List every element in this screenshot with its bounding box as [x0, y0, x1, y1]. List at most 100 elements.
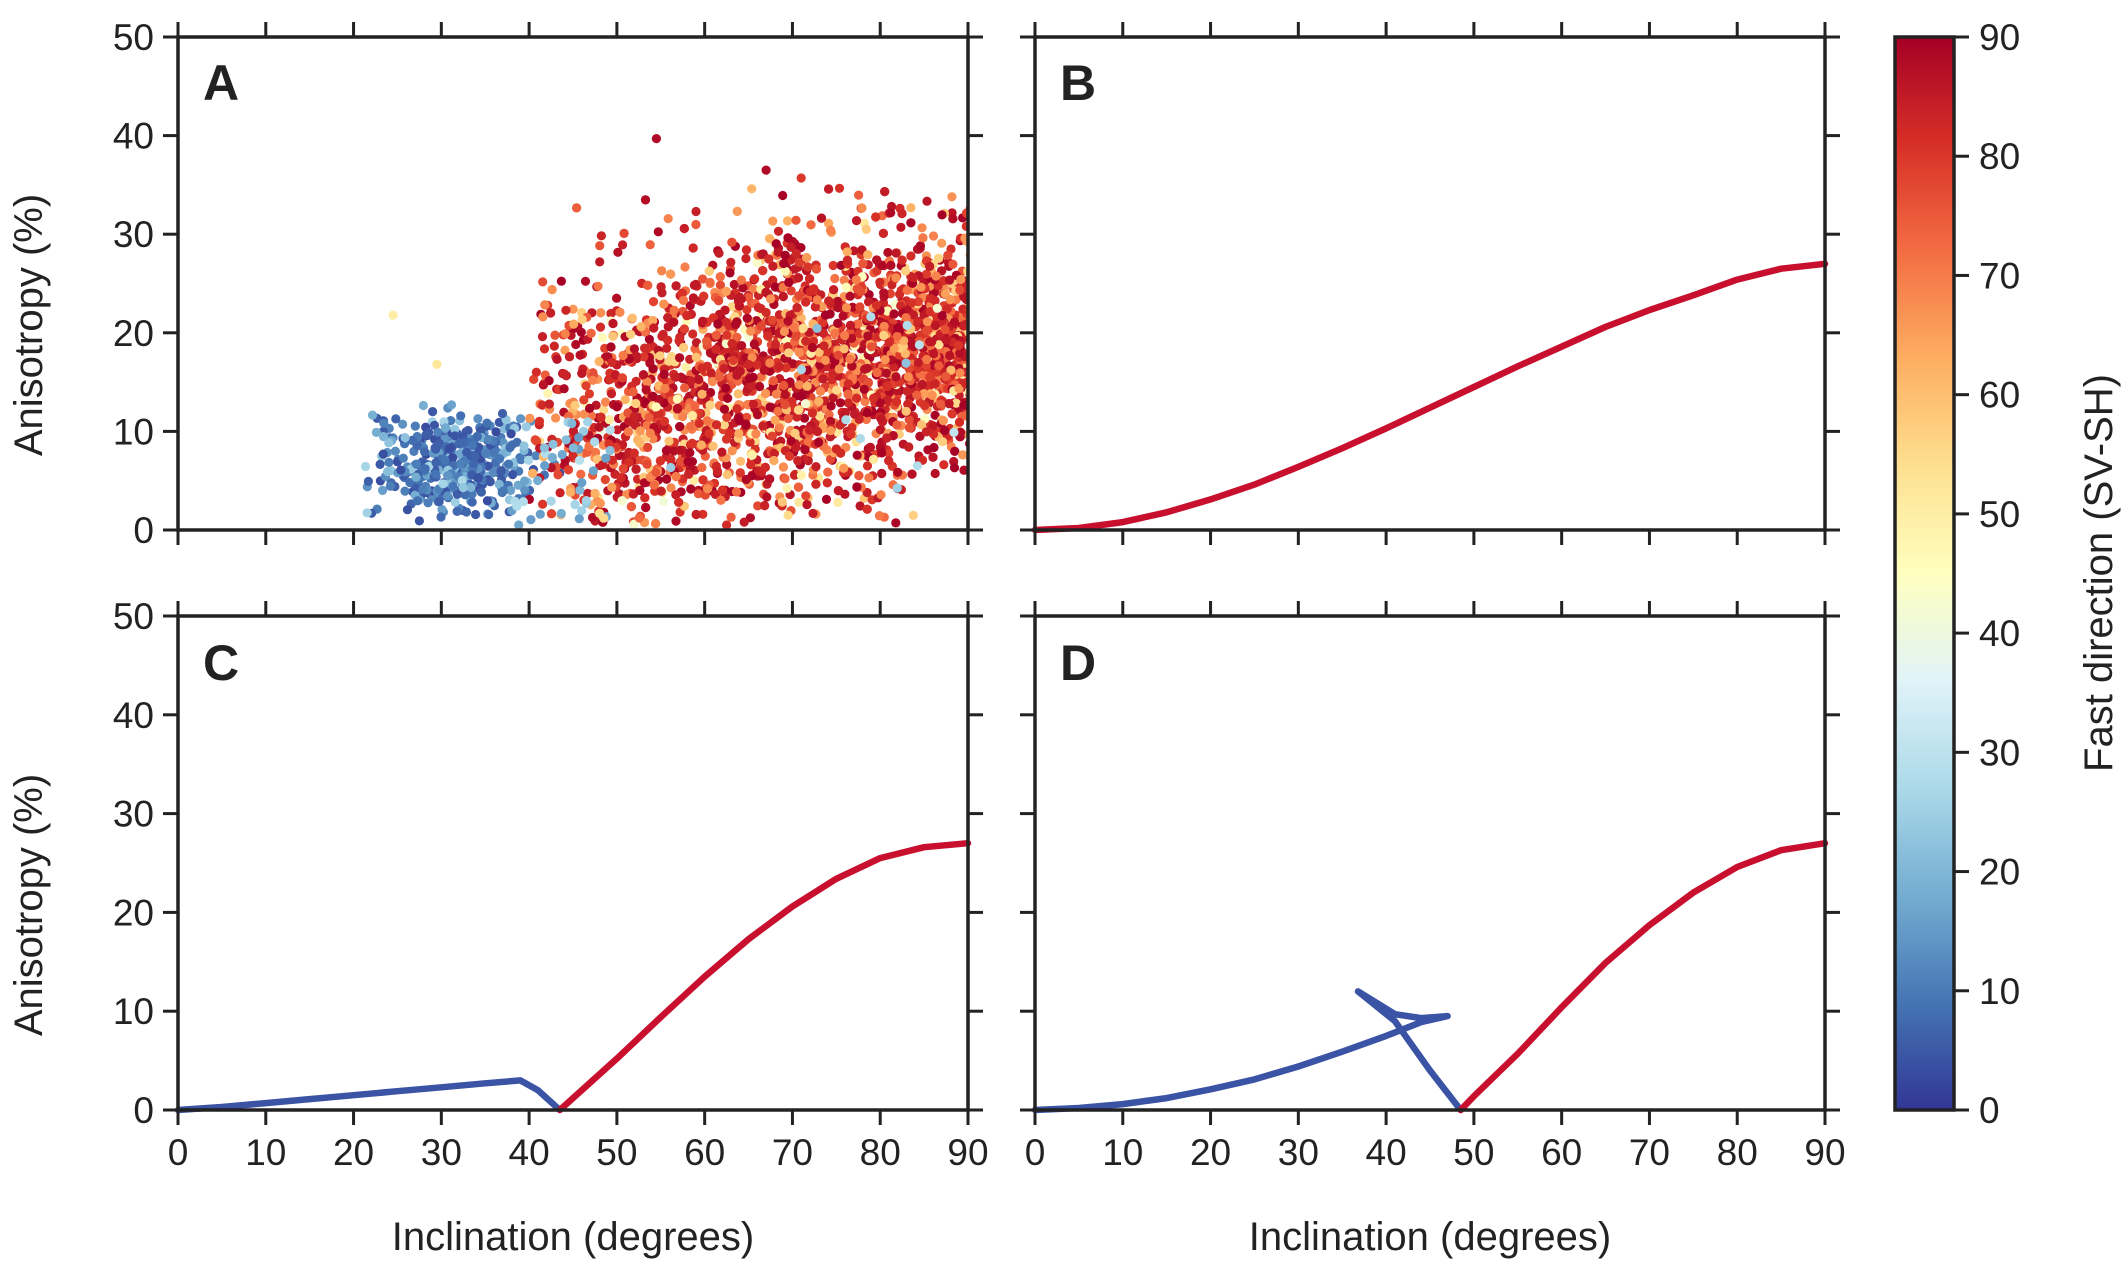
scatter-point: [960, 411, 968, 421]
scatter-point: [681, 362, 691, 372]
scatter-point: [833, 350, 843, 360]
scatter-point: [691, 206, 701, 217]
scatter-point: [956, 274, 966, 285]
scatter-point: [802, 381, 812, 391]
scatter-point: [929, 349, 939, 359]
scatter-point: [934, 340, 944, 350]
scatter-point: [783, 316, 793, 326]
colorbar-tick-label: 30: [1979, 732, 2020, 773]
scatter-point: [619, 228, 629, 238]
scatter-point: [719, 363, 729, 374]
scatter-point: [972, 375, 981, 384]
scatter-point: [922, 354, 932, 365]
scatter-point: [595, 498, 605, 508]
scatter-point: [945, 294, 955, 305]
scatter-point: [580, 276, 591, 286]
scatter-point: [693, 489, 704, 499]
scatter-point: [793, 456, 803, 466]
scatter-point: [794, 497, 804, 507]
scatter-point: [969, 334, 978, 343]
scatter-point: [752, 360, 762, 370]
scatter-point: [972, 352, 981, 361]
x-tick-label: 90: [1804, 1132, 1845, 1173]
scatter-point: [819, 341, 829, 351]
scatter-point: [672, 394, 683, 404]
scatter-point: [608, 318, 618, 329]
y-tick-label: 10: [113, 991, 154, 1032]
scatter-point: [754, 381, 765, 392]
scatter-point: [769, 455, 779, 466]
scatter-point: [604, 415, 614, 425]
scatter-point: [803, 262, 813, 272]
panel-b-ticks: [1020, 22, 1840, 545]
scatter-point: [773, 247, 783, 257]
scatter-point: [523, 455, 534, 465]
scatter-point: [972, 313, 981, 322]
scatter-point: [922, 317, 933, 327]
scatter-point: [526, 515, 536, 525]
scatter-point: [970, 271, 979, 280]
scatter-point: [587, 512, 598, 523]
colorbar-title: Fast direction (SV-SH): [2077, 374, 2121, 772]
scatter-point: [446, 400, 457, 410]
scatter-point: [588, 466, 599, 476]
scatter-point: [485, 477, 495, 487]
scatter-point: [631, 464, 641, 474]
scatter-point: [930, 296, 940, 306]
scatter-point: [951, 398, 961, 408]
scatter-point: [800, 399, 811, 409]
scatter-point: [972, 352, 981, 361]
colorbar-tick-label: 20: [1979, 852, 2020, 893]
scatter-point: [969, 372, 978, 381]
scatter-point: [618, 350, 628, 361]
scatter-point: [972, 396, 981, 405]
scatter-point: [972, 287, 981, 296]
scatter-point: [907, 469, 917, 479]
scatter-point: [972, 321, 981, 330]
panel-a-frame: [176, 35, 970, 532]
scatter-point: [972, 421, 981, 430]
scatter-point: [886, 208, 896, 218]
scatter-point: [538, 380, 549, 390]
scatter-point: [862, 408, 872, 418]
scatter-point: [458, 483, 468, 493]
scatter-point: [972, 349, 981, 358]
scatter-point: [644, 412, 654, 422]
scatter-point: [774, 423, 784, 433]
scatter-point: [972, 320, 981, 329]
scatter-point: [662, 343, 672, 353]
scatter-point: [671, 281, 681, 291]
scatter-point: [954, 417, 965, 427]
scatter-point: [830, 328, 840, 338]
scatter-point: [818, 328, 829, 338]
line-d-fast-sv: [1031, 988, 1464, 1114]
scatter-point: [577, 478, 587, 488]
scatter-point: [971, 337, 980, 346]
scatter-point: [618, 240, 628, 250]
scatter-point: [396, 465, 406, 475]
scatter-point: [766, 294, 776, 304]
scatter-point: [615, 307, 625, 317]
scatter-point: [535, 509, 545, 519]
scatter-point: [379, 418, 389, 428]
colorbar-ticks: 0 10 20 30 40 50 60 70 80 90: [1954, 17, 2020, 1131]
scatter-point: [620, 395, 630, 405]
scatter-point: [640, 493, 650, 503]
scatter-point: [648, 391, 658, 401]
scatter-point: [727, 237, 737, 247]
scatter-point: [764, 254, 774, 264]
scatter-point: [862, 363, 872, 373]
scatter-point: [428, 407, 438, 417]
scatter-point: [659, 416, 670, 426]
scatter-point: [972, 339, 981, 348]
scatter-point: [969, 285, 978, 294]
scatter-point: [972, 270, 981, 279]
scatter-point: [970, 302, 979, 311]
scatter-point: [812, 323, 822, 333]
scatter-point: [883, 247, 893, 258]
panel-c-frame: [176, 614, 970, 1112]
scatter-point: [970, 365, 979, 374]
scatter-point: [612, 402, 622, 412]
scatter-point: [473, 473, 483, 483]
scatter-point: [972, 366, 981, 375]
